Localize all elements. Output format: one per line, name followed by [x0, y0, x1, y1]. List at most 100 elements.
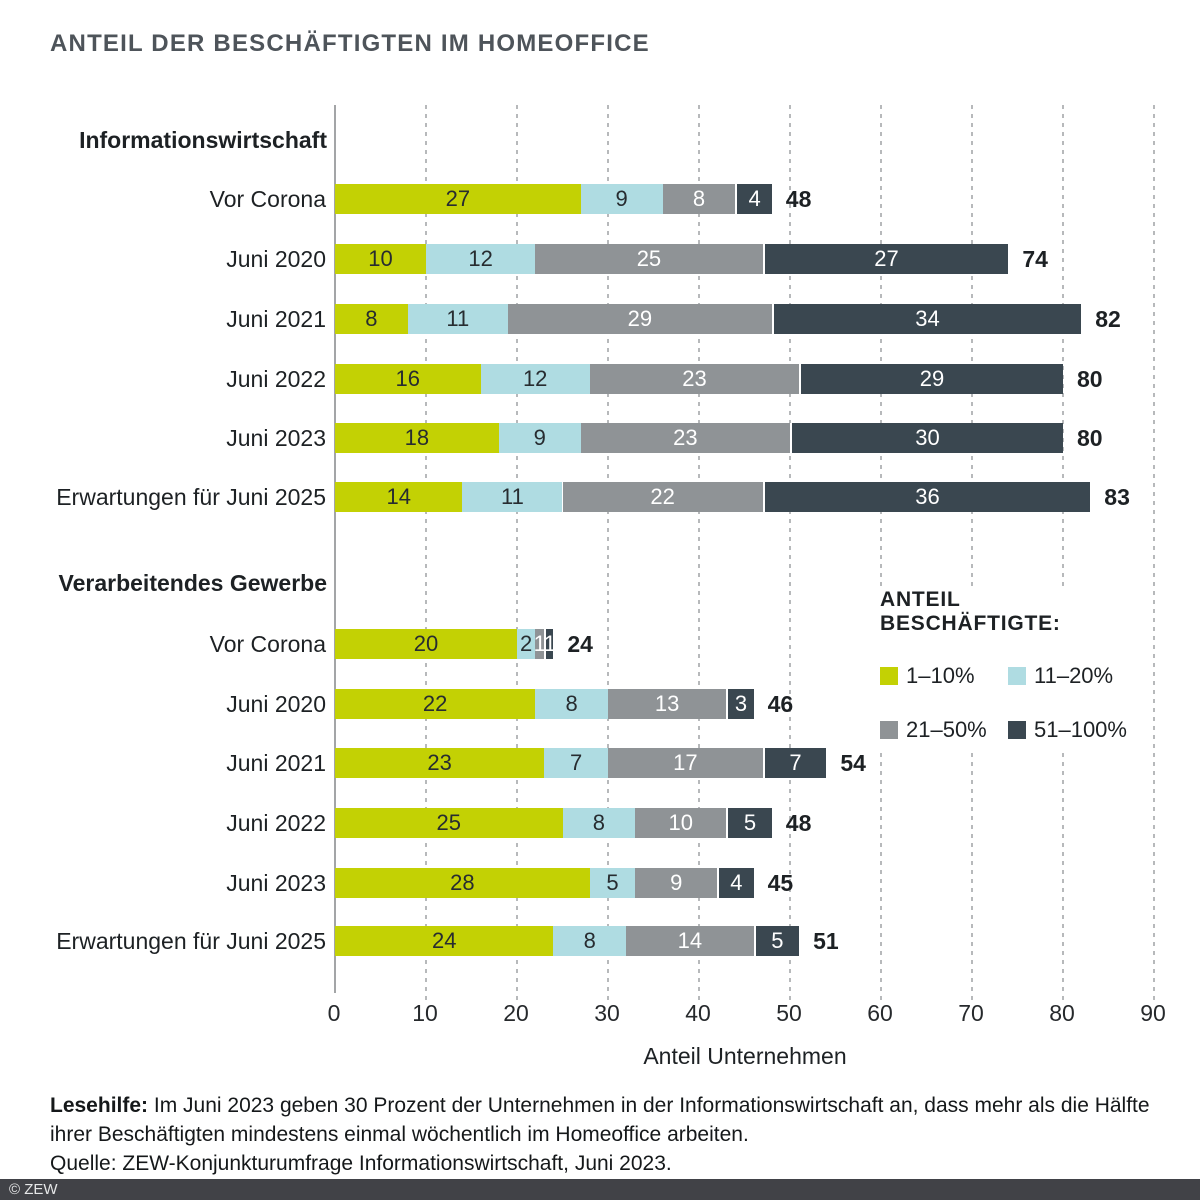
bar-segment: 13 — [608, 689, 727, 719]
gridline — [1062, 105, 1064, 1003]
bar-segment: 7 — [762, 748, 827, 778]
row-label: Juni 2021 — [226, 306, 326, 332]
row-label: Juni 2020 — [226, 691, 326, 717]
bar-segment: 4 — [735, 184, 772, 214]
bar-segment: 23 — [580, 423, 790, 453]
copyright-text: © ZEW — [9, 1181, 58, 1198]
bar-segment: 11 — [462, 482, 563, 512]
bar-segment: 12 — [480, 364, 590, 394]
footer-note: Lesehilfe: Im Juni 2023 geben 30 Prozent… — [50, 1091, 1168, 1178]
bar-segment: 18 — [335, 423, 499, 453]
bar-total: 48 — [785, 810, 812, 836]
bar-segment: 23 — [589, 364, 800, 394]
row-label: Vor Corona — [209, 631, 326, 657]
row-label: Vor Corona — [209, 186, 326, 212]
bar-segment: 27 — [762, 244, 1009, 274]
copyright-bar: © ZEW — [0, 1179, 1200, 1200]
bar-total: 82 — [1095, 306, 1121, 332]
bar-segment: 22 — [335, 689, 536, 719]
gridline — [971, 105, 973, 1003]
row-label: Juni 2020 — [226, 246, 326, 272]
bar-segment: 24 — [335, 926, 554, 956]
bar-segment: 1 — [544, 629, 556, 659]
x-tick-label: 0 — [327, 1000, 341, 1026]
bar-segment: 20 — [335, 629, 517, 659]
x-tick-label: 10 — [412, 1000, 438, 1026]
bar-total: 80 — [1077, 366, 1103, 392]
legend: ANTEIL BESCHÄFTIGTE: 1–10% 11–20% 21–50% 51… — [880, 588, 1136, 749]
x-tick-label: 70 — [958, 1000, 984, 1026]
lesehilfe-text: Im Juni 2023 geben 30 Prozent der Untern… — [50, 1094, 1150, 1146]
row-label: Juni 2021 — [226, 750, 326, 776]
bar-segment: 17 — [608, 748, 763, 778]
legend-item: 21–50% — [880, 717, 1008, 743]
bar-total: 51 — [813, 928, 839, 954]
bar-segment: 12 — [426, 244, 536, 274]
bar-segment: 9 — [580, 184, 663, 214]
row-label: Juni 2023 — [226, 870, 326, 896]
x-axis-label: Anteil Unternehmen — [643, 1043, 847, 1069]
legend-label: 21–50% — [906, 717, 987, 742]
gridline — [425, 105, 427, 1003]
x-tick-label: 80 — [1049, 1000, 1075, 1026]
bar-segment: 8 — [662, 184, 736, 214]
bar-segment: 34 — [771, 304, 1082, 334]
gridline — [880, 105, 882, 1003]
legend-title: ANTEIL BESCHÄFTIGTE: — [880, 588, 1061, 635]
lesehilfe-paragraph: Lesehilfe: Im Juni 2023 geben 30 Prozent… — [50, 1091, 1168, 1149]
section-label: Informationswirtschaft — [79, 127, 327, 153]
bar-total: 48 — [785, 186, 812, 212]
row-label: Juni 2023 — [226, 425, 326, 451]
bar-segment: 29 — [507, 304, 772, 334]
bar-segment: 8 — [335, 304, 408, 334]
section-label: Verarbeitendes Gewerbe — [58, 570, 327, 596]
legend-swatch-icon — [880, 721, 898, 739]
row-label: Erwartungen für Juni 2025 — [56, 928, 326, 954]
x-tick-label: 50 — [776, 1000, 802, 1026]
bar-segment: 8 — [553, 926, 627, 956]
bar-segment: 27 — [335, 184, 581, 214]
legend-label: 1–10% — [906, 663, 975, 688]
bar-total: 74 — [1022, 246, 1048, 272]
lesehilfe-label: Lesehilfe: — [50, 1094, 149, 1117]
bar-segment: 8 — [562, 808, 636, 838]
bar-segment: 22 — [562, 482, 763, 512]
bar-segment: 8 — [535, 689, 608, 719]
bar-segment: 28 — [335, 868, 590, 898]
x-tick-label: 20 — [503, 1000, 529, 1026]
x-tick-label: 40 — [685, 1000, 711, 1026]
bar-segment: 23 — [335, 748, 545, 778]
gridline — [789, 105, 791, 1003]
gridline — [698, 105, 700, 1003]
bar-segment: 10 — [635, 808, 727, 838]
bar-segment: 9 — [498, 423, 581, 453]
bar-segment: 30 — [790, 423, 1063, 453]
legend-swatch-icon — [1008, 721, 1026, 739]
bar-segment: 5 — [589, 868, 636, 898]
chart-title: ANTEIL DER BESCHÄFTIGTEN IM HOMEOFFICE — [50, 30, 650, 57]
bar-total: 24 — [567, 631, 593, 657]
legend-items: 1–10% 11–20% 21–50% 51–100% — [880, 663, 1136, 743]
bar-segment: 29 — [799, 364, 1063, 394]
x-tick-label: 30 — [594, 1000, 620, 1026]
quelle-line: Quelle: ZEW-Konjunkturumfrage Informatio… — [50, 1152, 672, 1175]
bar-segment: 4 — [717, 868, 754, 898]
gridline — [607, 105, 609, 1003]
legend-item: 11–20% — [1008, 663, 1136, 689]
bar-segment: 7 — [544, 748, 608, 778]
x-tick-label: 90 — [1140, 1000, 1166, 1026]
bar-segment: 14 — [335, 482, 463, 512]
row-label: Erwartungen für Juni 2025 — [56, 484, 326, 510]
bar-segment: 3 — [726, 689, 754, 719]
legend-label: 11–20% — [1034, 663, 1114, 688]
bar-total: 46 — [767, 691, 794, 717]
legend-swatch-icon — [880, 667, 898, 685]
y-axis-line — [334, 105, 336, 993]
bar-segment: 5 — [753, 926, 800, 956]
legend-item: 51–100% — [1008, 717, 1136, 743]
bar-segment: 25 — [535, 244, 763, 274]
bar-total: 45 — [767, 870, 794, 896]
x-tick-label: 60 — [867, 1000, 893, 1026]
legend-item: 1–10% — [880, 663, 1008, 689]
